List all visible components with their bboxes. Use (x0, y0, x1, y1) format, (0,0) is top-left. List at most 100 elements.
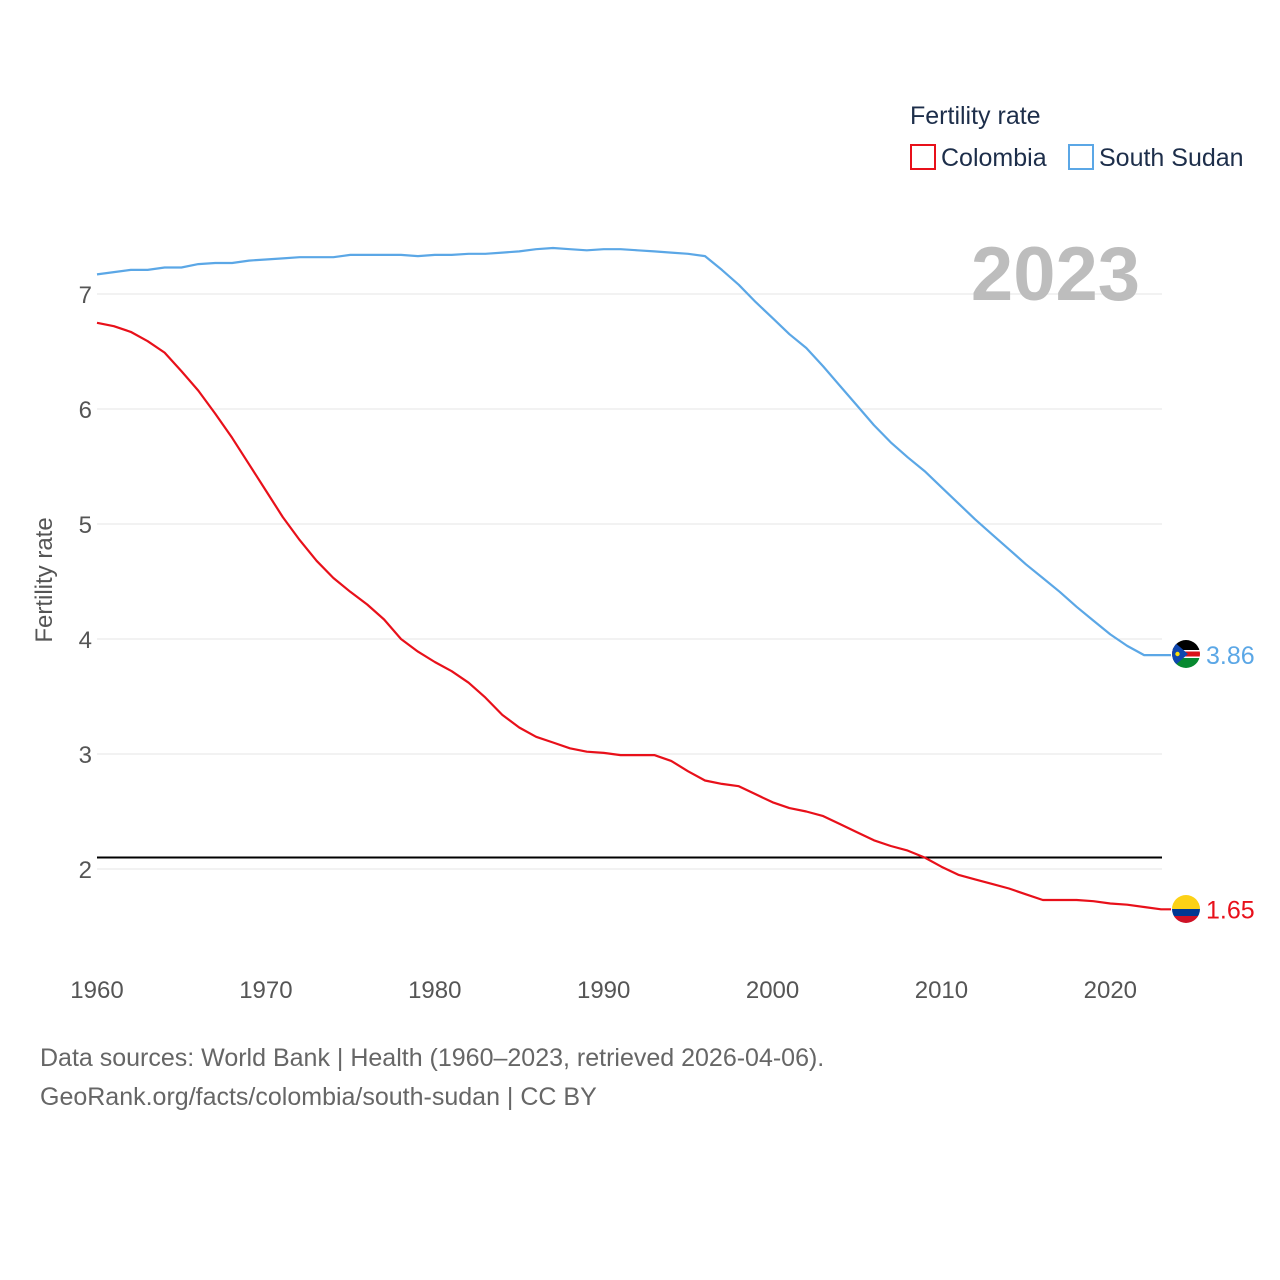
point-colombia-1975 (350, 591, 351, 592)
point-south-sudan-2016 (1042, 577, 1043, 578)
point-south-sudan-2005 (856, 405, 857, 406)
point-south-sudan-1992 (637, 250, 638, 251)
point-south-sudan-2001 (789, 334, 790, 335)
legend-swatch-south-sudan (1068, 144, 1094, 170)
x-tick-label-2010: 2010 (915, 977, 968, 1004)
point-south-sudan-1971 (282, 258, 283, 259)
point-south-sudan-1999 (755, 302, 756, 303)
colombia-flag-icon (1172, 895, 1200, 923)
point-south-sudan-2002 (806, 347, 807, 348)
point-colombia-2018 (1076, 899, 1077, 900)
point-colombia-1962 (130, 331, 131, 332)
point-colombia-2022 (1144, 906, 1145, 907)
point-south-sudan-1963 (147, 269, 148, 270)
point-south-sudan-2009 (924, 471, 925, 472)
point-south-sudan-1998 (738, 284, 739, 285)
x-tick-label-1960: 1960 (70, 977, 123, 1004)
legend-item-south-sudan[interactable]: South Sudan (1068, 144, 1244, 172)
grid-lines (97, 293, 1162, 870)
point-colombia-1965 (181, 371, 182, 372)
x-tick-label-1970: 1970 (239, 977, 292, 1004)
point-colombia-2004 (840, 824, 841, 825)
y-axis-ticks: 2 3 4 5 6 7 (79, 282, 92, 884)
point-south-sudan-1965 (181, 267, 182, 268)
point-colombia-1972 (299, 540, 300, 541)
point-colombia-1981 (451, 671, 452, 672)
point-colombia-2009 (924, 857, 925, 858)
point-south-sudan-2019 (1093, 620, 1094, 621)
point-south-sudan-1973 (316, 257, 317, 258)
point-south-sudan-1961 (113, 272, 114, 273)
point-south-sudan-2007 (890, 442, 891, 443)
point-colombia-1985 (519, 727, 520, 728)
point-colombia-2016 (1042, 899, 1043, 900)
point-south-sudan-1972 (299, 257, 300, 258)
point-colombia-2000 (772, 802, 773, 803)
end-value-colombia: 1.65 (1206, 896, 1255, 924)
point-colombia-1986 (536, 736, 537, 737)
point-south-sudan-2013 (992, 534, 993, 535)
point-south-sudan-1980 (434, 254, 435, 255)
point-south-sudan-2015 (1025, 564, 1026, 565)
point-colombia-1994 (671, 760, 672, 761)
point-colombia-2002 (806, 811, 807, 812)
series-lines (96, 246, 1171, 911)
point-colombia-1967 (215, 413, 216, 414)
point-south-sudan-1991 (620, 249, 621, 250)
point-south-sudan-1968 (232, 262, 233, 263)
point-south-sudan-2011 (958, 503, 959, 504)
point-south-sudan-2003 (823, 366, 824, 367)
point-south-sudan-1997 (721, 269, 722, 270)
point-colombia-1971 (282, 517, 283, 518)
x-tick-label-1990: 1990 (577, 977, 630, 1004)
point-colombia-2010 (941, 866, 942, 867)
point-south-sudan-1967 (215, 262, 216, 263)
point-south-sudan-1995 (688, 253, 689, 254)
point-south-sudan-1964 (164, 267, 165, 268)
point-colombia-1961 (113, 326, 114, 327)
x-tick-label-2020: 2020 (1084, 977, 1137, 1004)
point-colombia-1991 (620, 755, 621, 756)
point-south-sudan-1983 (485, 253, 486, 254)
point-south-sudan-2017 (1059, 591, 1060, 592)
legend-title: Fertility rate (910, 102, 1041, 130)
x-tick-label-1980: 1980 (408, 977, 461, 1004)
series-colombia (96, 321, 1171, 911)
point-south-sudan-2020 (1110, 634, 1111, 635)
point-colombia-2017 (1059, 899, 1060, 900)
point-south-sudan-2022 (1144, 655, 1145, 656)
point-colombia-1996 (704, 780, 705, 781)
point-colombia-1998 (738, 786, 739, 787)
point-colombia-1987 (552, 742, 553, 743)
y-axis-title: Fertility rate (31, 517, 58, 642)
point-south-sudan-1970 (265, 259, 266, 260)
point-colombia-1992 (637, 755, 638, 756)
point-colombia-2003 (823, 816, 824, 817)
source-line-2[interactable]: GeoRank.org/facts/colombia/south-sudan |… (40, 1083, 597, 1111)
point-colombia-1966 (198, 390, 199, 391)
point-south-sudan-1962 (130, 269, 131, 270)
series-south-sudan (96, 246, 1171, 657)
point-colombia-2005 (856, 832, 857, 833)
point-south-sudan-2012 (975, 519, 976, 520)
point-colombia-1974 (333, 577, 334, 578)
point-colombia-1969 (248, 464, 249, 465)
x-axis-ticks: 1960 1970 1980 1990 2000 2010 2020 (70, 977, 1137, 1004)
point-south-sudan-1978 (400, 254, 401, 255)
point-colombia-2011 (958, 874, 959, 875)
point-colombia-2012 (975, 879, 976, 880)
point-colombia-2015 (1025, 894, 1026, 895)
legend-item-colombia[interactable]: Colombia (910, 144, 1047, 172)
end-markers: 1.65 3.86 (1172, 640, 1255, 924)
point-south-sudan-1987 (552, 247, 553, 248)
line-colombia (96, 321, 1171, 911)
point-colombia-1968 (232, 437, 233, 438)
point-south-sudan-2000 (772, 318, 773, 319)
point-south-sudan-1969 (248, 260, 249, 261)
point-colombia-1988 (569, 748, 570, 749)
point-colombia-1990 (603, 752, 604, 753)
point-colombia-2008 (907, 850, 908, 851)
point-south-sudan-2021 (1127, 645, 1128, 646)
line-south-sudan (96, 246, 1171, 657)
point-colombia-1983 (485, 697, 486, 698)
